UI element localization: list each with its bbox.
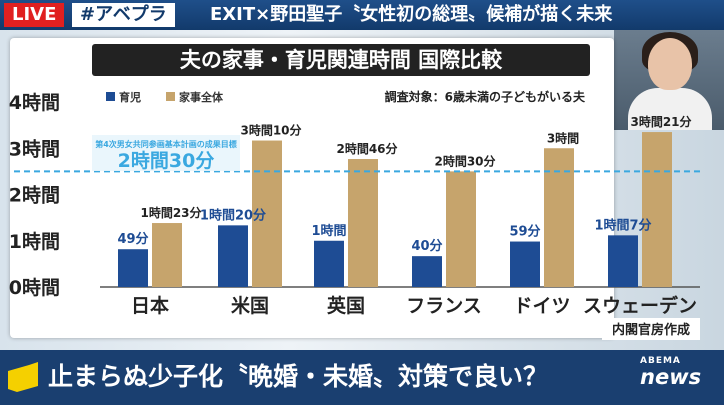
chart-subtitle: 調査対象：6歳未満の子どもがいる夫 <box>385 89 586 104</box>
source-label: 内閣官房作成 <box>612 322 690 338</box>
data-label-ikuji: 1時間7分 <box>594 217 651 233</box>
bar-kaji <box>446 171 476 287</box>
guest-face <box>648 38 692 90</box>
bar-ikuji <box>412 256 442 287</box>
bar-kaji <box>642 132 672 287</box>
bar-ikuji <box>314 240 344 287</box>
top-bar: LIVE #アベプラ EXIT×野田聖子〝女性初の総理〟候補が描く未来 <box>0 0 724 30</box>
data-label-kaji: 3時間21分 <box>630 114 691 129</box>
data-label-kaji: 3時間10分 <box>240 123 301 138</box>
guest-video <box>614 30 724 130</box>
x-tick-label: 英国 <box>327 294 365 317</box>
data-label-kaji: 1時間23分 <box>140 205 201 220</box>
chart-panel <box>10 38 614 338</box>
bar-kaji <box>252 140 282 287</box>
data-label-ikuji: 59分 <box>509 224 540 240</box>
abema-news-logo: ABEMA news <box>640 356 718 400</box>
y-tick-label: 1時間 <box>9 231 60 253</box>
legend-label-kaji: 家事全体 <box>179 90 224 104</box>
data-label-kaji: 3時間 <box>547 130 579 145</box>
target-callout-box <box>92 135 240 171</box>
guest-body <box>628 88 712 130</box>
data-label-ikuji: 1時間20分 <box>200 207 266 223</box>
x-tick-label: スウェーデン <box>583 294 697 317</box>
bottom-bar <box>0 350 724 405</box>
bottom-caption: 止まらぬ少子化〝晩婚・未婚〟対策で良い？ <box>48 362 549 391</box>
data-label-ikuji: 49分 <box>117 231 148 247</box>
legend-label-ikuji: 育児 <box>119 90 141 104</box>
target-caption: 第4次男女共同参画基本計画の成果目標 <box>95 139 237 149</box>
bar-kaji <box>544 148 574 287</box>
data-label-kaji: 2時間46分 <box>336 141 397 156</box>
y-tick-label: 0時間 <box>9 277 60 299</box>
headline: EXIT×野田聖子〝女性初の総理〟候補が描く未来 <box>210 4 613 25</box>
x-tick-label: ドイツ <box>513 295 570 317</box>
source-box <box>602 318 700 340</box>
bar-ikuji <box>608 235 638 287</box>
target-label: 2時間30分 <box>118 150 215 172</box>
bar-kaji <box>152 223 182 287</box>
logo-bottom: news <box>640 365 702 389</box>
x-tick-label: 米国 <box>231 294 269 317</box>
y-tick-label: 3時間 <box>9 138 60 160</box>
x-tick-label: フランス <box>406 295 482 317</box>
hashtag-label: #アベプラ <box>72 3 175 27</box>
data-label-ikuji: 1時間 <box>311 223 346 239</box>
data-label-kaji: 2時間30分 <box>434 153 495 168</box>
chart-title-box <box>92 44 590 76</box>
chart-title: 夫の家事・育児関連時間 国際比較 <box>179 48 503 72</box>
bar-ikuji <box>218 225 248 287</box>
x-tick-label: 日本 <box>131 294 169 317</box>
data-label-ikuji: 40分 <box>411 238 442 254</box>
y-tick-label: 2時間 <box>9 185 60 207</box>
bar-ikuji <box>510 241 540 287</box>
y-tick-label: 4時間 <box>9 92 60 114</box>
legend-swatch-kaji <box>166 92 175 101</box>
live-badge: LIVE <box>4 3 65 27</box>
logo-top: ABEMA <box>640 356 681 366</box>
legend-swatch-ikuji <box>106 92 115 101</box>
bar-ikuji <box>118 249 148 287</box>
bar-kaji <box>348 159 378 287</box>
